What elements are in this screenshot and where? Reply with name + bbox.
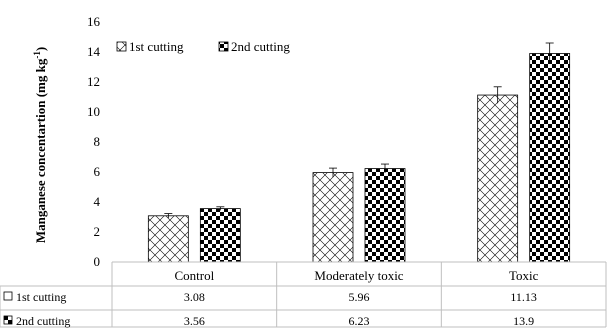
y-tick-label: 16 (87, 14, 101, 29)
bar-1st-cutting-moderately-toxic (312, 172, 354, 263)
bar-2nd-cutting-toxic (529, 53, 571, 263)
error-bar (381, 163, 389, 174)
legend-label-1st-cutting: 1st cutting (129, 39, 184, 54)
table-row-label-2nd-cutting: 2nd cutting (16, 314, 70, 328)
bar-1st-cutting-toxic (477, 94, 519, 263)
table-key-2nd-cutting (3, 315, 13, 325)
bar-2nd-cutting-moderately-toxic (364, 168, 406, 263)
y-tick-label: 4 (94, 194, 101, 209)
error-bars (164, 42, 554, 219)
legend: 1st cutting 2nd cutting (116, 39, 290, 54)
y-tick-label: 8 (94, 134, 101, 149)
y-tick-label: 12 (87, 74, 100, 89)
data-table-grid (0, 261, 607, 328)
legend-swatch-1st-cutting (116, 41, 127, 52)
bars (147, 53, 571, 263)
y-tick-label: 0 (94, 254, 101, 269)
legend-label-2nd-cutting: 2nd cutting (231, 39, 290, 54)
legend-swatch-2nd-cutting (218, 41, 229, 52)
y-tick-label: 2 (94, 224, 101, 239)
bar-2nd-cutting-control (199, 208, 241, 263)
error-bar (329, 167, 337, 178)
table-cell: 3.08 (184, 290, 205, 304)
y-tick-label: 10 (87, 104, 100, 119)
table-row-label-1st-cutting: 1st cutting (16, 290, 66, 304)
error-bar (493, 86, 502, 104)
table-cell: 11.13 (510, 290, 537, 304)
error-bar (164, 213, 173, 219)
y-tick-label: 6 (94, 164, 101, 179)
bar-1st-cutting-control (147, 215, 189, 263)
x-category-label: Toxic (509, 268, 539, 283)
svg-text:Manganese concentartion (mg k: Manganese concentartion (mg kg-1) (32, 47, 48, 243)
table-cell: 13.9 (513, 314, 534, 328)
y-axis-label: Manganese concentartion (mg kg-1) (32, 47, 48, 243)
table-key-1st-cutting (3, 291, 13, 301)
x-category-label: Control (174, 268, 214, 283)
y-tick-label: 14 (87, 44, 101, 59)
table-cell: 3.56 (184, 314, 205, 328)
data-table: 1st cutting 2nd cutting Control 3.08 3.56 M… (3, 268, 539, 328)
y-axis-ticks: 0 2 4 6 8 10 12 14 16 (87, 14, 101, 269)
error-bar (545, 42, 554, 64)
error-bar (216, 206, 225, 211)
x-category-label: Moderately toxic (314, 268, 403, 283)
table-cell: 5.96 (349, 290, 370, 304)
table-cell: 6.23 (349, 314, 370, 328)
